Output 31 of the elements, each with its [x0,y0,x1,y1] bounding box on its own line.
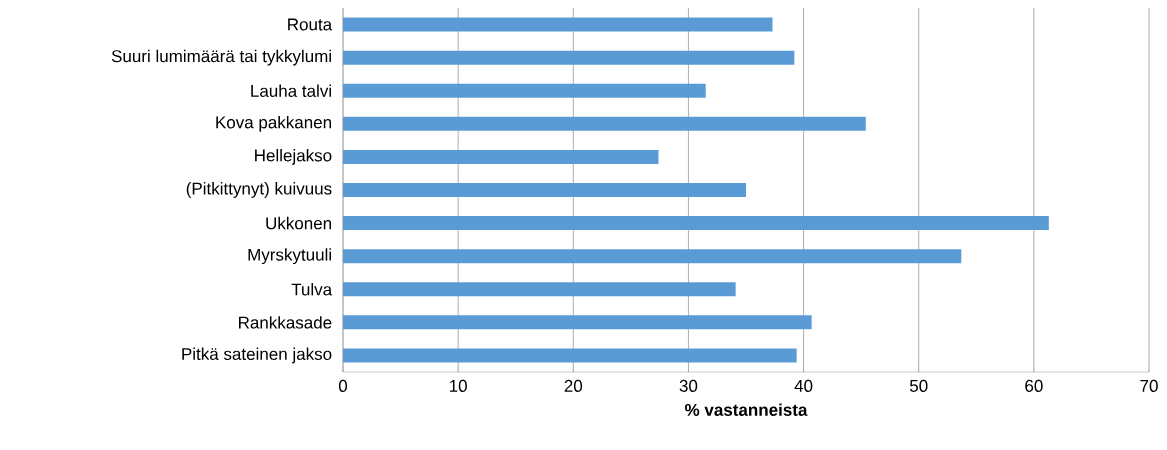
bar [343,315,812,330]
y-tick-label: Myrskytuuli [248,248,331,265]
bar [343,282,736,297]
bar [343,249,962,264]
x-tick-label: 20 [564,379,583,392]
y-tick-label: Pitkä sateinen jakso [182,347,332,364]
bar [343,83,706,98]
x-tick-label: 60 [1025,379,1043,392]
bar [343,50,795,65]
x-axis-title: % vastanneista [685,403,808,416]
bar [343,17,773,32]
y-tick-label: Hellejakso [255,148,332,165]
x-tick-label: 40 [794,379,813,392]
bar [343,348,797,363]
y-tick-label: Lauha talvi [251,84,331,97]
bar [343,183,747,197]
x-tick-label: 10 [449,379,467,392]
bar [343,149,659,164]
y-tick-label: Routa [288,18,333,31]
x-tick-label: 50 [909,379,928,392]
y-tick-label: Rankkasade [239,316,332,329]
bar [343,116,866,131]
y-tick-label: Ukkonen [266,216,332,230]
y-tick-label: Tulva [291,283,333,296]
bar [343,216,1049,231]
x-tick-label: 70 [1140,379,1158,392]
y-tick-label: Kova pakkanen [216,115,331,132]
y-tick-label: Suuri lumimäärä tai tykkylumi [111,49,331,66]
y-tick-label: (Pitkittynyt) kuivuus [186,182,332,198]
x-tick-label: 30 [679,379,698,392]
x-tick-label: 0 [338,379,348,392]
